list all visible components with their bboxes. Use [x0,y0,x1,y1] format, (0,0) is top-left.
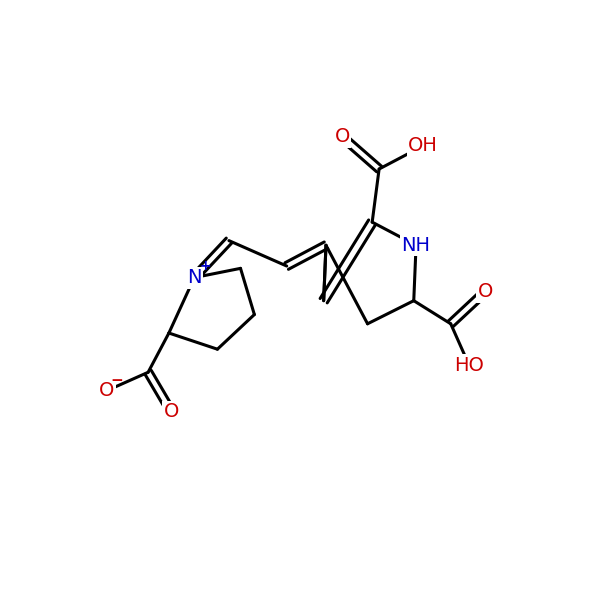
Text: O: O [99,381,114,400]
Text: HO: HO [454,356,484,375]
Text: NH: NH [401,236,431,255]
Text: O: O [164,402,179,421]
Text: OH: OH [408,136,438,155]
Text: N: N [187,268,202,287]
Text: O: O [478,282,493,301]
Text: −: − [110,373,123,388]
Text: +: + [199,259,211,273]
Text: O: O [334,127,350,146]
